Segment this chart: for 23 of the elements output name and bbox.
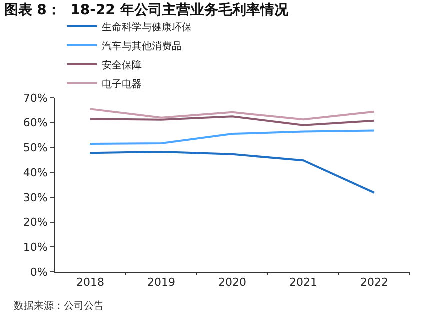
y-tick-label: 10%: [23, 240, 48, 254]
y-tick-label: 0%: [30, 266, 48, 279]
x-tick-label: 2019: [148, 276, 176, 290]
line-series: [90, 130, 376, 145]
x-tick-label: 2021: [290, 276, 318, 290]
source-note: 数据来源：公司公告: [14, 300, 104, 312]
x-tick-label: 2020: [218, 276, 246, 290]
line-series: [90, 150, 376, 194]
line-series: [90, 116, 376, 126]
legend-label: 安全保障: [102, 59, 142, 72]
y-tick-label: 70%: [23, 92, 48, 105]
y-tick-label: 20%: [23, 216, 48, 230]
y-tick-label: 30%: [23, 191, 48, 204]
y-tick-label: 60%: [23, 116, 48, 130]
y-tick-label: 50%: [23, 142, 48, 155]
legend-label: 电子电器: [102, 78, 142, 90]
legend-label: 汽车与其他消费品: [102, 40, 182, 52]
x-tick-label: 2018: [76, 276, 104, 290]
y-tick-label: 40%: [23, 166, 48, 180]
legend-label: 生命科学与健康环保: [102, 21, 192, 34]
chart-title: 图表 8： 18-22 年公司主营业务毛利率情况: [4, 2, 290, 19]
x-tick-label: 2022: [360, 276, 388, 290]
line-series: [90, 108, 376, 121]
